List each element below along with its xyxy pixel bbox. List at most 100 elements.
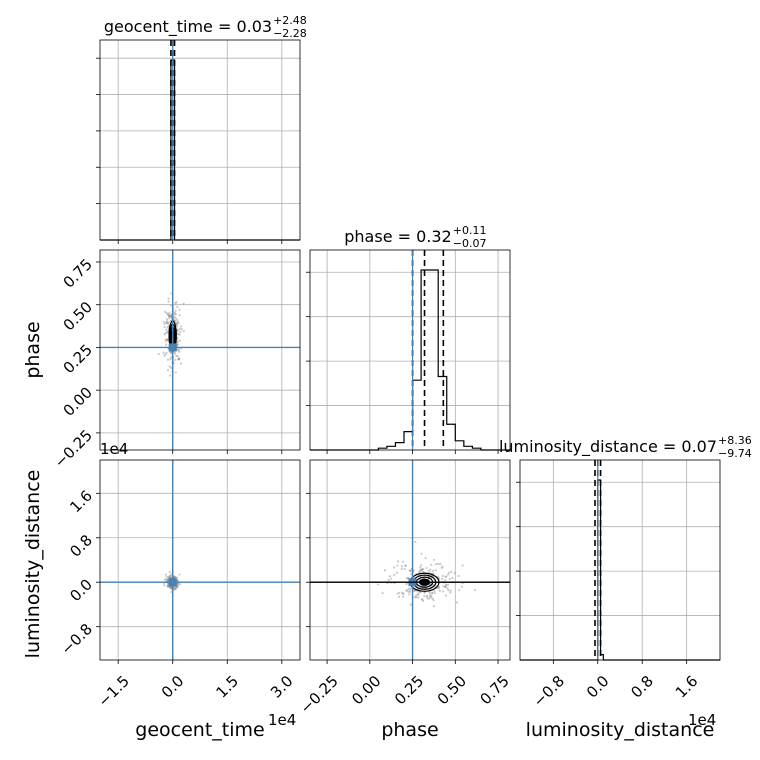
sample-point bbox=[176, 337, 179, 340]
x-tick-label: 0.8 bbox=[627, 672, 657, 702]
sample-point bbox=[178, 573, 181, 576]
sample-point bbox=[444, 585, 447, 589]
sample-point bbox=[167, 322, 170, 325]
x-axis-label-phase: phase bbox=[381, 719, 438, 741]
sample-point bbox=[398, 595, 401, 598]
sample-point bbox=[446, 573, 450, 576]
sample-point bbox=[173, 311, 176, 314]
sample-point bbox=[413, 596, 416, 599]
sample-point bbox=[408, 593, 411, 596]
sample-point bbox=[449, 591, 452, 594]
sample-point bbox=[405, 576, 408, 580]
sample-point bbox=[428, 597, 431, 600]
sample-point bbox=[409, 569, 412, 572]
sample-point bbox=[432, 599, 435, 602]
sample-point bbox=[448, 577, 451, 580]
y-tick-label: 0.25 bbox=[60, 341, 96, 377]
sample-point bbox=[433, 558, 436, 561]
sample-point bbox=[405, 589, 409, 592]
sample-point bbox=[166, 339, 170, 342]
sample-point bbox=[451, 576, 454, 580]
sample-point bbox=[438, 589, 441, 593]
sample-point bbox=[421, 568, 424, 571]
sample-point bbox=[439, 563, 442, 566]
sample-point bbox=[387, 579, 390, 582]
sample-point bbox=[178, 350, 181, 353]
sample-point bbox=[388, 575, 392, 578]
sample-point bbox=[165, 320, 169, 323]
y-axis-label-luminosity-distance: luminosity_distance bbox=[22, 470, 44, 659]
sample-point bbox=[420, 564, 423, 567]
panel-distance-vs-geocent-time-background bbox=[100, 460, 300, 660]
sample-point bbox=[173, 351, 176, 354]
sample-point bbox=[164, 578, 168, 581]
sample-point bbox=[168, 314, 171, 317]
x-tick-label: 0.25 bbox=[391, 672, 427, 708]
offset-text-luminosity-distance-y: 1e4 bbox=[100, 440, 128, 458]
sample-point bbox=[446, 586, 449, 590]
sample-point bbox=[400, 567, 403, 571]
sample-point bbox=[420, 568, 424, 571]
sample-point bbox=[163, 584, 166, 587]
sample-point bbox=[444, 584, 447, 587]
sample-point bbox=[163, 578, 166, 581]
sample-point bbox=[422, 567, 425, 571]
sample-point bbox=[167, 585, 170, 588]
sample-point bbox=[396, 592, 399, 595]
sample-point bbox=[178, 583, 182, 586]
sample-point bbox=[175, 301, 178, 304]
sample-point bbox=[445, 575, 448, 578]
sample-point bbox=[175, 325, 179, 328]
sample-point bbox=[433, 591, 436, 594]
panel-phase-hist-frame bbox=[309, 249, 511, 451]
sample-point bbox=[175, 323, 178, 326]
sample-point bbox=[166, 330, 169, 333]
sample-point bbox=[169, 586, 172, 590]
sample-point bbox=[168, 365, 171, 368]
sample-point bbox=[168, 570, 171, 574]
x-tick-label: 1.5 bbox=[212, 672, 242, 702]
sample-point bbox=[166, 325, 169, 329]
sample-point bbox=[400, 565, 404, 568]
sample-point bbox=[401, 592, 404, 595]
y-axis-label-phase: phase bbox=[22, 321, 44, 378]
sample-point bbox=[170, 351, 173, 354]
sample-point bbox=[404, 564, 407, 567]
sample-point bbox=[429, 568, 432, 571]
sample-point bbox=[407, 587, 410, 590]
sample-point bbox=[417, 596, 420, 599]
title-main: luminosity_distance = 0.07 bbox=[499, 437, 717, 457]
sample-point bbox=[444, 583, 448, 586]
offset-text-geocent-time: 1e4 bbox=[268, 711, 296, 729]
panel-distance-vs-phase-background bbox=[310, 460, 510, 660]
sample-point bbox=[168, 576, 171, 579]
sample-point bbox=[176, 576, 179, 579]
sample-point bbox=[174, 587, 177, 590]
sample-point bbox=[437, 585, 441, 589]
sample-point bbox=[175, 354, 178, 358]
sample-point bbox=[178, 313, 181, 317]
sample-point bbox=[404, 564, 407, 567]
sample-point bbox=[175, 585, 179, 588]
sample-point bbox=[164, 340, 167, 343]
sample-point bbox=[177, 349, 180, 352]
sample-point bbox=[402, 560, 405, 563]
sample-point bbox=[376, 583, 380, 586]
sample-point bbox=[166, 578, 170, 581]
sample-point bbox=[432, 604, 436, 608]
offset-text-luminosity-distance-x: 1e4 bbox=[688, 711, 716, 729]
sample-point bbox=[176, 329, 179, 332]
sample-point bbox=[413, 590, 416, 593]
sample-point bbox=[418, 591, 421, 594]
sample-point bbox=[405, 582, 408, 586]
sample-point bbox=[419, 566, 422, 569]
sample-point bbox=[176, 583, 180, 586]
sample-point bbox=[166, 318, 169, 321]
panel-phase-vs-geocent-time-background bbox=[100, 250, 300, 450]
sample-point bbox=[177, 358, 180, 361]
sample-point bbox=[419, 569, 422, 572]
injection-marker bbox=[168, 343, 177, 352]
sample-point bbox=[163, 354, 166, 357]
sample-point bbox=[167, 300, 170, 303]
